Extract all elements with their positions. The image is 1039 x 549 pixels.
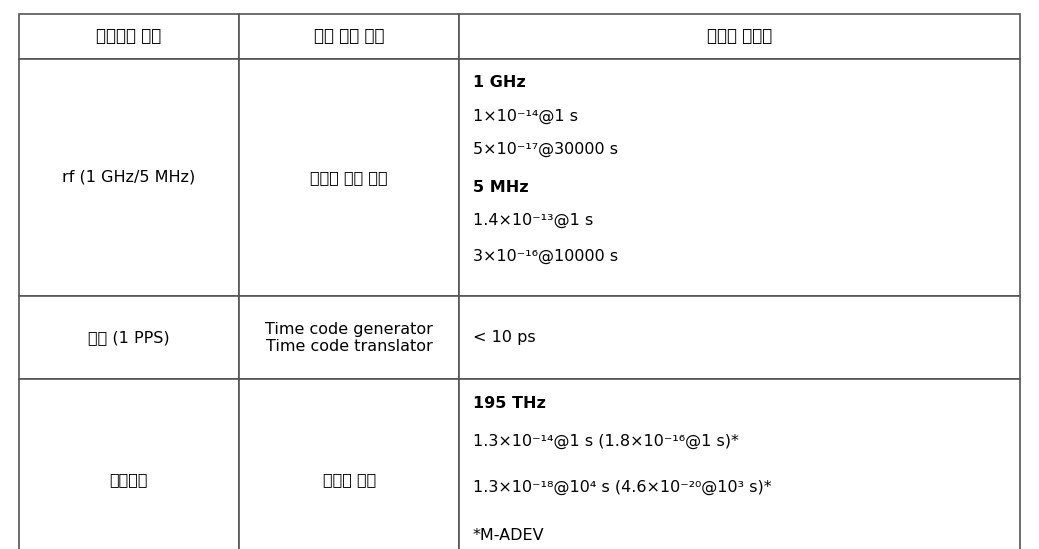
Text: 1×10⁻¹⁴@1 s: 1×10⁻¹⁴@1 s	[473, 109, 578, 124]
Text: 전송되는 신호: 전송되는 신호	[97, 27, 161, 45]
Text: 1 GHz: 1 GHz	[473, 75, 526, 91]
Text: 주파수 안정도: 주파수 안정도	[708, 27, 772, 45]
Bar	[19, 59, 239, 296]
Text: rf (1 GHz/5 MHz): rf (1 GHz/5 MHz)	[62, 170, 195, 185]
Bar	[239, 379, 459, 549]
Bar	[459, 59, 1020, 296]
Bar	[239, 59, 459, 296]
Text: 5×10⁻¹⁷@30000 s: 5×10⁻¹⁷@30000 s	[473, 142, 618, 157]
Text: 1.3×10⁻¹⁸@10⁴ s (4.6×10⁻²⁰@10³ s)*: 1.3×10⁻¹⁸@10⁴ s (4.6×10⁻²⁰@10³ s)*	[473, 480, 772, 495]
Bar	[239, 296, 459, 379]
Text: 1.3×10⁻¹⁴@1 s (1.8×10⁻¹⁶@1 s)*: 1.3×10⁻¹⁴@1 s (1.8×10⁻¹⁶@1 s)*	[473, 434, 739, 449]
Text: 5 MHz: 5 MHz	[473, 180, 529, 195]
Text: < 10 ps: < 10 ps	[473, 330, 535, 345]
Text: 3×10⁻¹⁶@10000 s: 3×10⁻¹⁶@10000 s	[473, 249, 618, 264]
Text: Time code translator: Time code translator	[266, 339, 432, 354]
Bar	[239, 14, 459, 59]
Text: 1.4×10⁻¹³@1 s: 1.4×10⁻¹³@1 s	[473, 213, 593, 228]
Text: 레이저 세기 변조: 레이저 세기 변조	[311, 170, 388, 185]
Bar	[19, 14, 239, 59]
Text: 신호 전송 방법: 신호 전송 방법	[314, 27, 384, 45]
Text: 광주파수: 광주파수	[110, 472, 149, 488]
Text: *M-ADEV: *M-ADEV	[473, 528, 544, 543]
Text: 레이저 자체: 레이저 자체	[322, 472, 376, 488]
Bar	[459, 379, 1020, 549]
Bar	[19, 296, 239, 379]
Bar	[459, 14, 1020, 59]
Bar	[19, 379, 239, 549]
Bar	[459, 296, 1020, 379]
Text: Time code generator: Time code generator	[265, 322, 433, 337]
Text: 195 THz: 195 THz	[473, 396, 545, 411]
Text: 시각 (1 PPS): 시각 (1 PPS)	[88, 330, 169, 345]
